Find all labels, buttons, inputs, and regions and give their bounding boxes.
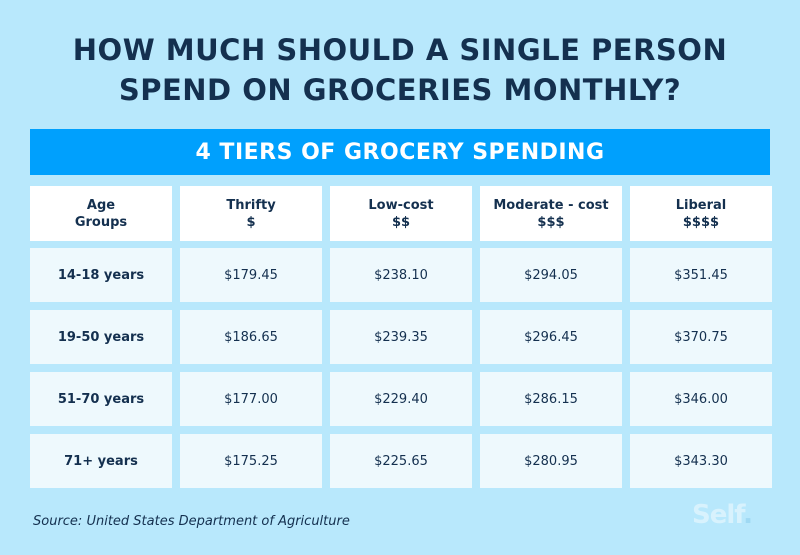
- column-header: Moderate - cost $$$: [480, 186, 622, 241]
- column-header: Age Groups: [30, 186, 172, 241]
- column-header: Thrifty $: [180, 186, 322, 241]
- header-line1: Age: [86, 197, 116, 213]
- price-cell: $286.15: [480, 372, 622, 426]
- column-header: Liberal $$$$: [630, 186, 772, 241]
- price-cell: $186.65: [180, 310, 322, 364]
- age-group-cell: 14-18 years: [30, 248, 172, 302]
- header-line2: $$$: [537, 214, 565, 230]
- page-title: HOW MUCH SHOULD A SINGLE PERSON SPEND ON…: [0, 30, 800, 110]
- age-group-cell: 51-70 years: [30, 372, 172, 426]
- title-line-2: SPEND ON GROCERIES MONTHLY?: [118, 73, 682, 107]
- header-line1: Thrifty: [226, 197, 276, 213]
- column-header: Low-cost $$: [330, 186, 472, 241]
- price-cell: $229.40: [330, 372, 472, 426]
- title-line-1: HOW MUCH SHOULD A SINGLE PERSON: [72, 33, 728, 67]
- header-line1: Liberal: [675, 197, 727, 213]
- source-note: Source: United States Department of Agri…: [33, 514, 350, 529]
- price-cell: $280.95: [480, 434, 622, 488]
- price-cell: $179.45: [180, 248, 322, 302]
- price-cell: $370.75: [630, 310, 772, 364]
- header-line2: $: [246, 214, 256, 230]
- price-cell: $175.25: [180, 434, 322, 488]
- header-line2: Groups: [74, 214, 128, 230]
- header-line1: Moderate - cost: [493, 197, 609, 213]
- age-group-cell: 19-50 years: [30, 310, 172, 364]
- price-cell: $225.65: [330, 434, 472, 488]
- header-line2: $$$$: [682, 214, 720, 230]
- header-line2: $$: [391, 214, 411, 230]
- table-banner: 4 TIERS OF GROCERY SPENDING: [30, 129, 770, 175]
- age-group-cell: 71+ years: [30, 434, 172, 488]
- price-cell: $343.30: [630, 434, 772, 488]
- price-cell: $296.45: [480, 310, 622, 364]
- price-cell: $346.00: [630, 372, 772, 426]
- header-line1: Low-cost: [368, 197, 434, 213]
- price-cell: $238.10: [330, 248, 472, 302]
- price-cell: $294.05: [480, 248, 622, 302]
- price-cell: $177.00: [180, 372, 322, 426]
- self-logo: Self.: [692, 500, 753, 530]
- price-cell: $239.35: [330, 310, 472, 364]
- price-cell: $351.45: [630, 248, 772, 302]
